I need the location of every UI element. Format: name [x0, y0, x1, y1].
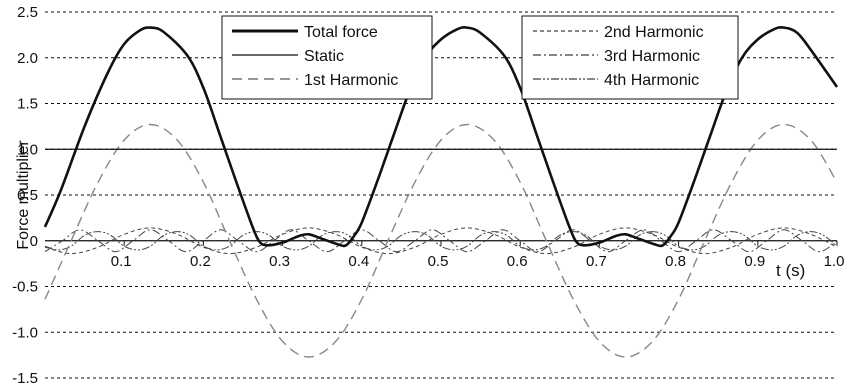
series-line-1st-harmonic	[44, 123, 838, 358]
y-tick-label: 2.5	[17, 4, 38, 21]
y-tick-label: -1.0	[12, 324, 38, 341]
x-tick-label: 0.2	[190, 253, 211, 270]
y-axis-label: Force multiplier	[15, 140, 32, 250]
x-tick-label: 0.1	[111, 253, 132, 270]
y-tick-label: -0.5	[12, 279, 38, 296]
x-tick-label: 0.5	[428, 253, 449, 270]
x-tick-label: 0.7	[586, 253, 607, 270]
y-tick-label: 2.0	[17, 50, 38, 67]
x-axis-label: t (s)	[776, 261, 805, 280]
legend-left: Total force Static 1st Harmonic	[221, 15, 433, 100]
x-tick-label: 0.3	[269, 253, 290, 270]
legend-label-total-force: Total force	[304, 24, 378, 41]
y-tick-label: 0.5	[17, 187, 38, 204]
legend-label-3rd-harmonic: 3rd Harmonic	[604, 48, 700, 65]
legend-label-2nd-harmonic: 2nd Harmonic	[604, 24, 704, 41]
legend-right: 2nd Harmonic 3rd Harmonic 4th Harmonic	[521, 15, 739, 100]
x-tick-label: 0.4	[348, 253, 369, 270]
x-tick-label: 0.9	[744, 253, 765, 270]
legend-label-static: Static	[304, 48, 344, 65]
series-lines	[43, 26, 839, 358]
series-line-total-force	[43, 26, 839, 248]
y-tick-label: 1.0	[17, 141, 38, 158]
legend-right-box	[521, 15, 739, 100]
x-tick-label: 0.8	[665, 253, 686, 270]
x-tick-label: 1.0	[824, 253, 845, 270]
x-tick-labels: 0.1 0.2 0.3 0.4 0.5 0.6 0.7 0.8 0.9 1.0	[111, 253, 845, 270]
series-line-4th-harmonic	[44, 231, 838, 251]
y-tick-label: 0	[30, 233, 38, 250]
y-tick-label: -1.5	[12, 370, 38, 387]
series-line-2nd-harmonic	[44, 227, 838, 255]
y-tick-label: 1.5	[17, 96, 38, 113]
x-tick-label: 0.6	[507, 253, 528, 270]
y-tick-labels: 2.5 2.0 1.5 1.0 0.5 0 -0.5 -1.0 -1.5	[12, 4, 38, 387]
legend-label-4th-harmonic: 4th Harmonic	[604, 72, 699, 89]
legend-label-1st-harmonic: 1st Harmonic	[304, 72, 398, 89]
